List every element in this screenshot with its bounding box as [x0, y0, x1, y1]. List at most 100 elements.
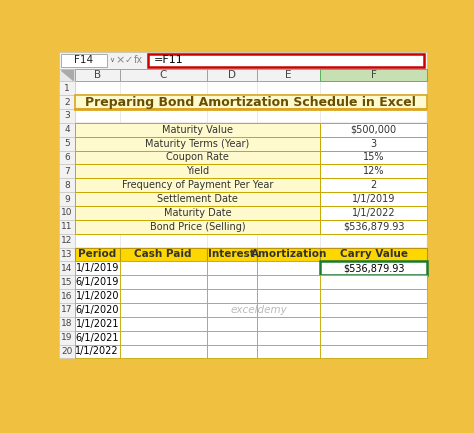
Bar [75, 289, 120, 303]
Text: $536,879.93: $536,879.93 [343, 222, 404, 232]
Bar [75, 192, 427, 206]
Text: E: E [285, 70, 292, 80]
Bar [120, 303, 207, 317]
Bar [75, 248, 427, 262]
Bar [320, 262, 427, 275]
Text: 9: 9 [64, 194, 70, 204]
Bar [207, 331, 257, 345]
Bar [59, 165, 75, 178]
Bar [147, 54, 423, 67]
Text: Carry Value: Carry Value [339, 249, 408, 259]
Bar [75, 178, 320, 192]
Bar [75, 178, 427, 192]
Bar [75, 69, 120, 81]
Text: 14: 14 [61, 264, 73, 273]
Bar [59, 317, 75, 331]
Text: 6: 6 [64, 153, 70, 162]
Text: Maturity Value: Maturity Value [162, 125, 233, 135]
Bar [59, 109, 75, 123]
Text: Frequency of Payment Per Year: Frequency of Payment Per Year [122, 180, 273, 190]
Text: 6/1/2020: 6/1/2020 [75, 305, 119, 315]
Text: 19: 19 [61, 333, 73, 342]
Bar [207, 289, 257, 303]
Text: D: D [228, 70, 236, 80]
Text: 1/1/2020: 1/1/2020 [75, 291, 119, 301]
Text: 6/1/2021: 6/1/2021 [75, 333, 119, 343]
Text: C: C [159, 70, 167, 80]
Bar [75, 262, 427, 275]
Bar [320, 165, 427, 178]
Bar [59, 52, 427, 69]
Bar [320, 345, 427, 359]
Bar [59, 192, 75, 206]
Text: ✓: ✓ [125, 55, 133, 65]
Bar [75, 192, 320, 206]
Bar [75, 206, 320, 220]
Text: F: F [371, 70, 376, 80]
Bar [120, 317, 207, 331]
Bar [75, 248, 120, 262]
Text: 5: 5 [64, 139, 70, 148]
Bar [320, 192, 427, 206]
Bar [207, 248, 257, 262]
Bar [207, 345, 257, 359]
Bar [257, 69, 320, 81]
Bar [59, 303, 75, 317]
Bar [75, 95, 427, 109]
Bar [75, 275, 427, 289]
Text: 12%: 12% [363, 166, 384, 176]
Bar [75, 234, 427, 248]
Bar [75, 345, 120, 359]
Bar [320, 289, 427, 303]
Text: F14: F14 [74, 55, 93, 65]
Bar [320, 275, 427, 289]
Text: =F11: =F11 [154, 55, 183, 65]
Bar [120, 275, 207, 289]
Text: ×: × [115, 55, 124, 65]
Text: 2: 2 [64, 97, 70, 107]
Bar [75, 317, 120, 331]
Bar [120, 331, 207, 345]
Bar [320, 123, 427, 137]
Text: 10: 10 [61, 208, 73, 217]
Bar [59, 95, 75, 109]
Bar [59, 137, 75, 151]
Text: 8: 8 [64, 181, 70, 190]
Bar [75, 345, 427, 359]
Bar [257, 317, 320, 331]
Bar [75, 303, 427, 317]
Bar [59, 81, 75, 95]
Bar [75, 151, 320, 165]
Bar [320, 220, 427, 234]
Bar [120, 345, 207, 359]
Bar [75, 137, 320, 151]
Text: 1/1/2019: 1/1/2019 [352, 194, 395, 204]
Bar [257, 345, 320, 359]
Polygon shape [61, 71, 73, 80]
Bar [59, 262, 75, 275]
Text: 1/1/2022: 1/1/2022 [75, 346, 119, 356]
Bar [75, 137, 427, 151]
Text: 4: 4 [64, 125, 70, 134]
Bar [320, 206, 427, 220]
Bar [207, 262, 257, 275]
Text: 1/1/2022: 1/1/2022 [352, 208, 395, 218]
Text: Interest: Interest [208, 249, 255, 259]
Text: 13: 13 [61, 250, 73, 259]
Text: $536,879.93: $536,879.93 [343, 263, 404, 273]
Bar [120, 248, 207, 262]
Text: exceldemy: exceldemy [230, 305, 287, 315]
Text: 16: 16 [61, 291, 73, 301]
Bar [59, 248, 75, 262]
Text: 3: 3 [371, 139, 376, 149]
Bar [75, 262, 120, 275]
Bar [59, 345, 75, 359]
Bar [59, 289, 75, 303]
Bar [75, 151, 427, 165]
Bar [320, 178, 427, 192]
Bar [320, 137, 427, 151]
Bar [257, 331, 320, 345]
Bar [75, 81, 427, 95]
Bar [207, 317, 257, 331]
Bar [59, 275, 75, 289]
